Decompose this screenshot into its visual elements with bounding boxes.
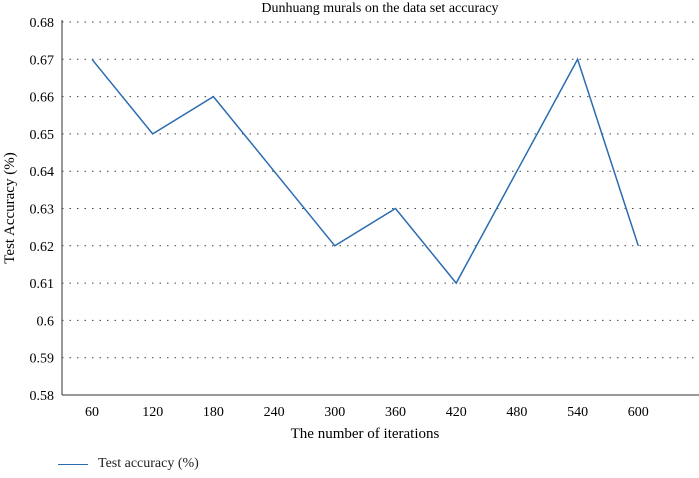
x-tick-label: 540 (567, 405, 588, 420)
x-tick-label: 240 (264, 405, 285, 420)
y-tick-label: 0.67 (30, 53, 55, 68)
x-tick-label: 180 (203, 405, 224, 420)
axes (61, 20, 699, 396)
x-tick-label: 360 (385, 405, 406, 420)
x-tick-label: 300 (324, 405, 345, 420)
y-tick-label: 0.68 (30, 16, 55, 31)
legend-label: Test accuracy (%) (98, 456, 199, 471)
y-tick-label: 0.64 (30, 165, 55, 180)
y-axis-label: Test Accuracy (%) (2, 152, 18, 263)
y-tick-label: 0.58 (30, 389, 55, 404)
legend: Test accuracy (%) (58, 456, 199, 472)
x-axis-label: The number of iterations (291, 426, 440, 442)
y-tick-label: 0.65 (30, 128, 55, 143)
chart-title: Dunhuang murals on the data set accuracy (261, 1, 498, 16)
y-tick-label: 0.59 (30, 352, 55, 367)
y-tick-label: 0.6 (37, 314, 55, 329)
x-tick-label: 60 (85, 405, 99, 420)
y-tick-label: 0.63 (30, 203, 55, 218)
series-layer (91, 57, 640, 285)
legend-line-swatch (58, 463, 88, 465)
x-tick-label: 420 (446, 405, 467, 420)
x-axis-ticks: 60 120 180 240 300 360 420 480 540 600 (85, 405, 649, 420)
gridlines (62, 21, 699, 359)
y-axis-ticks: 0.58 0.59 0.6 0.61 0.62 0.63 0.64 0.65 0.66 0.67 0… (30, 16, 55, 404)
y-tick-label: 0.61 (30, 277, 55, 292)
x-tick-label: 480 (506, 405, 527, 420)
series-line (91, 57, 640, 285)
y-tick-label: 0.62 (30, 240, 55, 255)
x-tick-label: 600 (628, 405, 649, 420)
y-tick-label: 0.66 (30, 91, 55, 106)
x-tick-label: 120 (142, 405, 163, 420)
